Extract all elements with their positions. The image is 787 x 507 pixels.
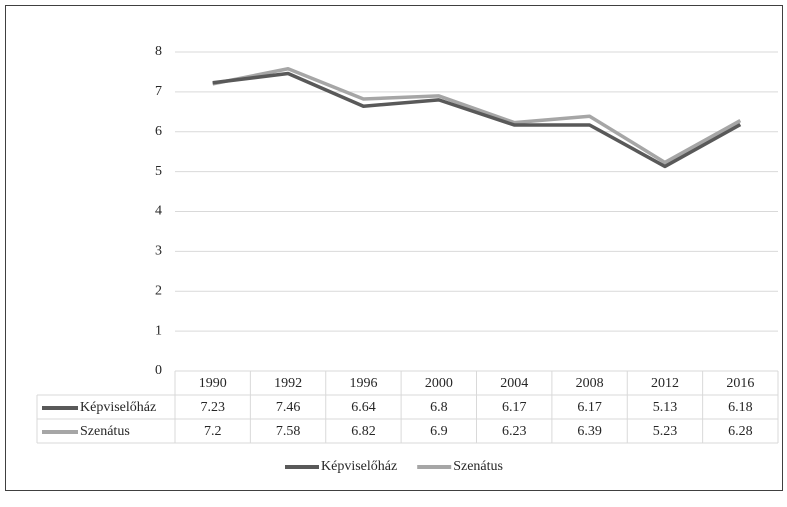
legend-label: Szenátus	[453, 459, 503, 474]
y-tick-label: 3	[155, 244, 162, 259]
y-tick-label: 7	[155, 84, 162, 99]
table-value: 6.82	[351, 424, 376, 439]
y-tick-label: 0	[155, 363, 162, 378]
table-value: 7.46	[276, 400, 301, 415]
table-value: 6.28	[728, 424, 753, 439]
legend-label: Képviselőház	[321, 459, 397, 474]
table-series-name: Képviselőház	[80, 400, 156, 415]
table-value: 5.13	[653, 400, 678, 415]
y-tick-label: 8	[155, 44, 162, 59]
x-tick-label: 1996	[349, 376, 377, 391]
x-tick-label: 2004	[500, 376, 528, 391]
table-value: 6.9	[430, 424, 448, 439]
table-value: 5.23	[653, 424, 678, 439]
y-tick-label: 4	[155, 204, 162, 219]
table-value: 6.64	[351, 400, 376, 415]
x-tick-label: 2012	[651, 376, 679, 391]
y-tick-label: 1	[155, 323, 162, 338]
table-value: 6.39	[577, 424, 602, 439]
chart-frame	[5, 5, 783, 491]
table-value: 7.23	[200, 400, 225, 415]
series-line	[212, 66, 742, 165]
table-value: 6.18	[728, 400, 753, 415]
table-value: 6.23	[502, 424, 527, 439]
table-value: 6.17	[577, 400, 602, 415]
table-value: 7.58	[276, 424, 301, 439]
table-value: 7.2	[204, 424, 222, 439]
y-tick-label: 5	[155, 164, 162, 179]
x-tick-label: 2008	[576, 376, 604, 391]
x-tick-label: 2000	[425, 376, 453, 391]
x-tick-label: 1992	[274, 376, 302, 391]
x-tick-label: 1990	[199, 376, 227, 391]
table-value: 6.17	[502, 400, 527, 415]
table-series-name: Szenátus	[80, 424, 130, 439]
y-tick-label: 2	[155, 283, 162, 298]
series-line	[212, 71, 742, 169]
x-tick-label: 2016	[726, 376, 754, 391]
y-tick-label: 6	[155, 124, 162, 139]
table-value: 6.8	[430, 400, 448, 415]
